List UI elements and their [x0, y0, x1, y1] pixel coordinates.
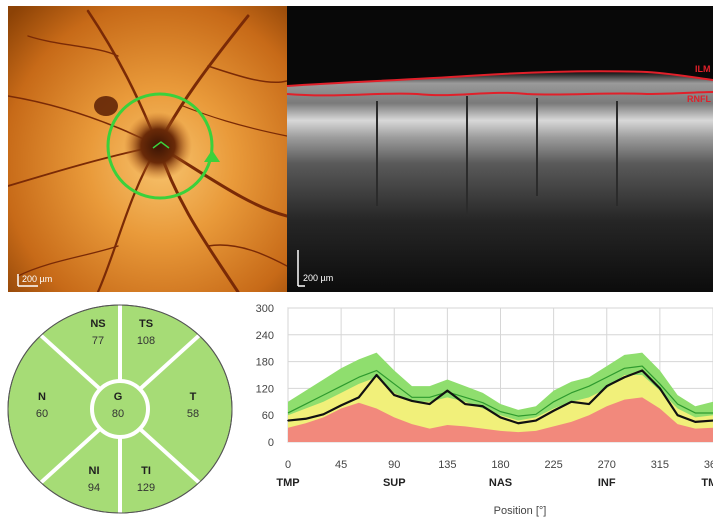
y-tick-label: 240: [256, 330, 274, 342]
measured-point: [499, 416, 502, 419]
normative-bands: [288, 352, 713, 442]
measured-point: [464, 403, 466, 405]
x-tick-label: 90: [388, 459, 400, 471]
x-tick-label: 360: [704, 459, 713, 471]
sector-ns-label: NS: [90, 318, 105, 330]
x-tick-label: 0: [285, 459, 291, 471]
y-tick-label: 60: [262, 410, 274, 422]
measured-point: [570, 401, 573, 403]
measured-point: [641, 369, 643, 372]
sector-center-circle: [90, 379, 150, 439]
x-axis-title: Position [°]: [494, 505, 547, 517]
chart-axes: 0 60 120 180 240 300 0 45 90 135 180 225 270 315 360 TM…: [256, 303, 713, 489]
y-tick-label: 120: [256, 383, 274, 395]
sector-divider: [138, 332, 202, 391]
measured-point: [659, 387, 661, 390]
sector-ni-value: 94: [88, 482, 100, 494]
sector-ti-label: TI: [141, 465, 151, 477]
measured-point: [481, 405, 484, 408]
region-label: SUP: [383, 477, 406, 489]
x-tick-label: 45: [335, 459, 347, 471]
scan-circle[interactable]: [106, 92, 214, 200]
sector-diagram: NS 77 TS 108 N 60 G 80 T 58 NI 94 TI 129: [7, 303, 233, 515]
region-label: INF: [598, 477, 616, 489]
region-label: TMP: [276, 477, 299, 489]
oct-bscan-panel: ILM RNFL 200 µm: [286, 6, 713, 292]
measured-point: [535, 419, 537, 422]
sector-t-label: T: [190, 391, 197, 403]
measured-point: [411, 400, 413, 402]
measured-point: [287, 419, 289, 422]
measured-point: [393, 394, 396, 396]
measured-point: [358, 396, 360, 399]
sector-ts-value: 108: [137, 335, 155, 347]
outside-band-red: [288, 397, 713, 442]
sector-divider: [138, 427, 202, 486]
ilm-label: ILM: [695, 64, 711, 74]
sector-n-value: 60: [36, 408, 48, 420]
profile-chart-svg: 0 60 120 180 240 300 0 45 90 135 180 225 270 315 360 TM…: [256, 303, 713, 517]
rnfl-label: RNFL: [687, 94, 711, 104]
normative-mean-line: [287, 365, 713, 417]
y-tick-label: 0: [268, 437, 274, 449]
y-tick-label: 180: [256, 357, 274, 369]
sector-ts-label: TS: [139, 318, 153, 330]
oct-bscan-image: ILM RNFL 200 µm: [286, 6, 713, 292]
x-tick-label: 315: [651, 459, 669, 471]
measured-point: [694, 421, 697, 423]
region-label: NAS: [489, 477, 512, 489]
fundus-scale-label: 200 µm: [22, 274, 52, 284]
measured-point: [428, 403, 431, 405]
measured-point: [340, 404, 342, 407]
measured-point: [552, 409, 555, 412]
macula-spot: [94, 96, 118, 116]
measured-point: [623, 376, 626, 379]
x-tick-label: 135: [438, 459, 456, 471]
sector-ti-value: 129: [137, 482, 155, 494]
measured-point: [375, 374, 378, 376]
fundus-image-panel: 200 µm: [7, 6, 289, 294]
sector-thickness-map: NS 77 TS 108 N 60 G 80 T 58 NI 94 TI 129: [0, 296, 240, 519]
measured-point: [322, 413, 325, 416]
sector-t-value: 58: [187, 408, 199, 420]
disc-center-marker-icon: [152, 141, 170, 149]
x-tick-label: 270: [598, 459, 616, 471]
scan-direction-arrow-icon: [204, 150, 220, 162]
measured-point: [605, 385, 608, 387]
oct-scale-label: 200 µm: [303, 273, 333, 283]
x-tick-label: 225: [544, 459, 562, 471]
measured-point: [304, 417, 307, 420]
measured-point: [446, 389, 449, 392]
sector-divider: [38, 332, 102, 391]
oct-shadow-artifacts: [376, 96, 618, 216]
ilm-boundary-line: [286, 70, 713, 87]
y-tick-label: 300: [256, 303, 274, 315]
fundus-image: 200 µm: [7, 6, 289, 294]
sector-g-value: 80: [112, 408, 124, 420]
x-tick-label: 180: [491, 459, 509, 471]
sector-n-label: N: [38, 391, 46, 403]
measured-point: [588, 403, 590, 405]
region-label: TMP: [701, 477, 713, 489]
sector-divider: [38, 427, 102, 486]
thickness-profile-chart: 0 60 120 180 240 300 0 45 90 135 180 225 270 315 360 TM…: [240, 296, 713, 519]
optic-disc: [124, 112, 192, 180]
sector-ni-label: NI: [89, 465, 100, 477]
sector-g-label: G: [114, 391, 123, 403]
measured-point: [517, 422, 520, 425]
sector-ns-value: 77: [92, 335, 104, 347]
measured-point: [676, 414, 679, 416]
chart-lines: [287, 365, 713, 425]
rnfl-boundary-line: [286, 91, 713, 97]
